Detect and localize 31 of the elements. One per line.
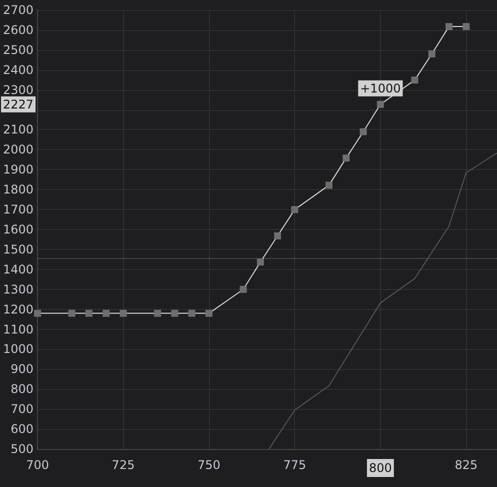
- y-tick-label: 900: [10, 362, 34, 376]
- y-tick-label: 2400: [2, 62, 34, 77]
- y-tick-label: 700: [10, 402, 34, 416]
- y-tick-label: 800: [10, 382, 34, 396]
- y-tick-label: 1200: [2, 302, 34, 316]
- annotation: +1000: [360, 81, 401, 96]
- y-tick-label: 2600: [2, 22, 34, 37]
- x-tick-label: 825: [454, 458, 478, 472]
- y-tick-label: 1700: [2, 202, 34, 217]
- y-tick-label: 1600: [2, 222, 34, 236]
- annotation: 2227: [2, 97, 34, 112]
- line-series: [268, 152, 497, 450]
- x-tick-label: 800: [368, 461, 392, 475]
- y-tick-label: 2100: [2, 122, 34, 137]
- y-tick-label: 2500: [2, 42, 34, 57]
- y-tick-label: 1100: [2, 322, 34, 336]
- y-tick-label: 1400: [2, 262, 34, 276]
- x-tick-label: 725: [112, 458, 135, 472]
- y-tick-label: 2700: [2, 3, 34, 17]
- y-tick-label: 600: [10, 422, 34, 436]
- y-tick-label: 1500: [2, 242, 34, 256]
- x-tick-label: 775: [283, 458, 306, 472]
- x-tick-label: 700: [26, 458, 49, 472]
- y-tick-label: 500: [10, 442, 34, 456]
- y-tick-label: 1000: [2, 342, 34, 356]
- y-tick-label: 2300: [2, 82, 34, 97]
- x-tick-label: 750: [198, 458, 220, 472]
- y-tick-label: 1300: [2, 282, 34, 296]
- y-tick-label: 1800: [2, 182, 34, 197]
- y-tick-label: 1900: [2, 162, 34, 177]
- y-tick-label: 2000: [2, 142, 34, 157]
